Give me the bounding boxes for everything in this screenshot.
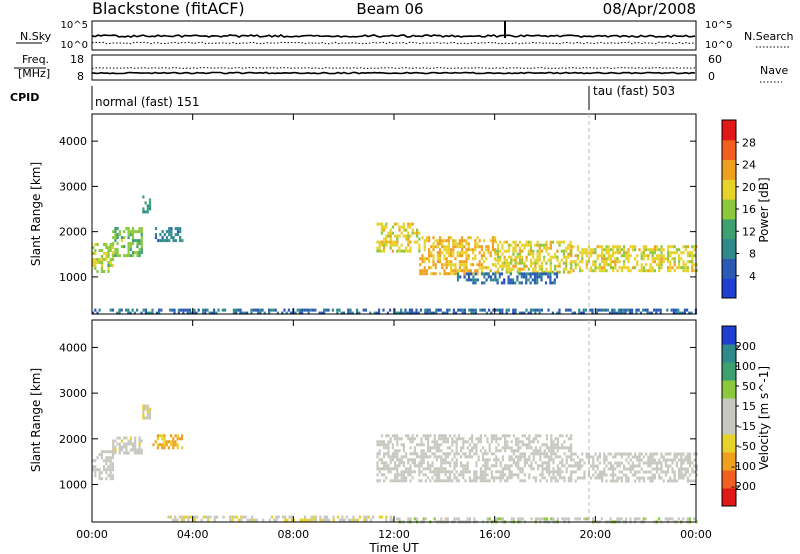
power-band-6 bbox=[494, 240, 572, 274]
power-colorbar-tick-6: 28 bbox=[742, 136, 756, 149]
time-axis: 00:00 04:00 08:00 12:00 16:00 20:00 00:00 bbox=[76, 114, 712, 541]
velocity-colorbar-tick-4: -15 bbox=[738, 420, 756, 433]
velocity-colorbar-swatch-1 bbox=[722, 470, 736, 489]
nave-trace bbox=[91, 67, 696, 69]
power-ytick-label-2: 3000 bbox=[59, 180, 87, 193]
power-colorbar-swatch-6 bbox=[722, 159, 736, 180]
noise-right-tick-high: 10^5 bbox=[705, 20, 732, 31]
nave-right-tick-high: 60 bbox=[708, 53, 722, 66]
velocity-colorbar-swatch-7 bbox=[722, 362, 736, 381]
velocity-band-1 bbox=[112, 436, 143, 455]
velocity-panel: 1000 2000 3000 4000 Slant Range [km] 200 100… bbox=[29, 319, 771, 524]
velocity-ylabel: Slant Range [km] bbox=[29, 368, 43, 472]
velocity-band-5 bbox=[570, 452, 698, 483]
noise-search-trace bbox=[91, 41, 696, 45]
power-colorbar-tick-2: 12 bbox=[742, 225, 756, 238]
velocity-colorbar-tick-3: 15 bbox=[742, 400, 756, 413]
velocity-colorbar-swatch-8 bbox=[722, 344, 736, 363]
power-colorbar-swatch-1 bbox=[722, 258, 736, 279]
velocity-ytick-label-1: 2000 bbox=[59, 433, 87, 446]
time-tick-label-4: 16:00 bbox=[479, 528, 511, 541]
freq-left-tick-high: 18 bbox=[70, 53, 84, 66]
power-band-4 bbox=[376, 222, 421, 253]
noise-sky-trace bbox=[91, 34, 696, 39]
power-colorbar-swatch-0 bbox=[722, 278, 736, 299]
cpid-label: CPID bbox=[10, 91, 39, 104]
power-ylabel: Slant Range [km] bbox=[29, 162, 43, 266]
station-title: Blackstone (fitACF) bbox=[92, 0, 245, 18]
cpid-row: CPID normal (fast) 151 tau (fast) 503 bbox=[10, 84, 675, 110]
frequency-panel: Freq. [MHz] Nave 18 8 60 0 bbox=[14, 53, 788, 83]
time-tick-label-3: 12:00 bbox=[378, 528, 410, 541]
power-colorbar-swatch-4 bbox=[722, 199, 736, 220]
power-panel: 1000 2000 3000 4000 Slant Range [km] 4 8 12 16… bbox=[29, 113, 771, 315]
cpid-segment-2: tau (fast) 503 bbox=[593, 84, 675, 98]
noise-search-label: N.Search bbox=[744, 30, 794, 43]
velocity-ytick-label-0: 1000 bbox=[59, 479, 87, 492]
time-axis-label: Time UT bbox=[368, 541, 419, 554]
power-band-8 bbox=[456, 272, 559, 285]
power-colorbar-label: Power [dB] bbox=[757, 177, 771, 242]
power-ytick-label-3: 4000 bbox=[59, 135, 87, 148]
velocity-colorbar-swatch-5 bbox=[722, 398, 736, 417]
velocity-colorbar-tick-1: 100 bbox=[735, 360, 756, 373]
power-colorbar-swatch-3 bbox=[722, 218, 736, 240]
time-tick-label-1: 04:00 bbox=[177, 528, 209, 541]
velocity-band-6 bbox=[167, 515, 395, 522]
power-colorbar-swatch-8 bbox=[722, 120, 736, 141]
freq-label-line2: [MHz] bbox=[18, 67, 50, 80]
noise-panel: N.Sky N.Search 10^5 10^0 10^5 10^0 bbox=[16, 20, 794, 51]
velocity-colorbar-label: Velocity [m s^-1] bbox=[757, 366, 771, 470]
power-ytick-label-1: 2000 bbox=[59, 226, 87, 239]
velocity-ytick-label-2: 3000 bbox=[59, 387, 87, 400]
time-tick-label-0: 00:00 bbox=[76, 528, 108, 541]
power-band-7 bbox=[570, 245, 698, 273]
power-colorbar-tick-3: 16 bbox=[742, 203, 756, 216]
power-colorbar-swatch-7 bbox=[722, 139, 736, 161]
power-colorbar-tick-4: 20 bbox=[742, 181, 756, 194]
velocity-colorbar-swatch-0 bbox=[722, 488, 736, 507]
velocity-ytick-label-3: 4000 bbox=[59, 341, 87, 354]
velocity-colorbar-tick-0: 200 bbox=[735, 340, 756, 353]
velocity-colorbar-swatch-9 bbox=[722, 326, 736, 345]
noise-left-tick-high: 10^5 bbox=[61, 20, 88, 31]
power-band-9 bbox=[92, 308, 697, 315]
power-band-3 bbox=[154, 227, 184, 243]
velocity-band-3 bbox=[152, 434, 184, 450]
noise-right-tick-low: 10^0 bbox=[705, 40, 732, 51]
freq-left-tick-low: 8 bbox=[77, 70, 84, 83]
freq-label-line1: Freq. bbox=[22, 53, 49, 66]
nave-right-tick-low: 0 bbox=[708, 70, 715, 83]
date-title: 08/Apr/2008 bbox=[603, 0, 696, 18]
velocity-colorbar-tick-5: -50 bbox=[738, 440, 756, 453]
power-band-1 bbox=[112, 227, 143, 258]
time-tick-label-6: 00:00 bbox=[680, 528, 712, 541]
power-colorbar-tick-0: 4 bbox=[749, 270, 756, 283]
time-tick-label-5: 20:00 bbox=[579, 528, 611, 541]
noise-left-tick-low: 10^0 bbox=[61, 40, 88, 51]
power-band-2 bbox=[142, 195, 152, 214]
velocity-colorbar-swatch-3 bbox=[722, 434, 736, 453]
power-colorbar-swatch-5 bbox=[722, 179, 736, 200]
noise-sky-label: N.Sky bbox=[20, 30, 52, 43]
velocity-colorbar-swatch-6 bbox=[722, 380, 736, 399]
velocity-colorbar-tick-6: -100 bbox=[731, 460, 756, 473]
velocity-colorbar-tick-7: -200 bbox=[731, 480, 756, 493]
velocity-colorbar-swatch-2 bbox=[722, 452, 736, 471]
power-colorbar-tick-1: 8 bbox=[749, 248, 756, 261]
beam-title: Beam 06 bbox=[356, 0, 423, 18]
time-tick-label-2: 08:00 bbox=[277, 528, 309, 541]
power-band-0 bbox=[92, 243, 114, 273]
power-ytick-label-0: 1000 bbox=[59, 271, 87, 284]
velocity-colorbar-swatch-4 bbox=[722, 416, 736, 435]
power-colorbar-swatch-2 bbox=[722, 238, 736, 259]
nave-label: Nave bbox=[760, 64, 788, 77]
velocity-band-4 bbox=[376, 434, 573, 483]
power-colorbar-tick-5: 24 bbox=[742, 159, 756, 172]
frequency-trace bbox=[91, 71, 696, 75]
velocity-colorbar-tick-2: 50 bbox=[742, 380, 756, 393]
velocity-band-2 bbox=[142, 404, 152, 420]
cpid-segment-1: normal (fast) 151 bbox=[95, 95, 199, 109]
